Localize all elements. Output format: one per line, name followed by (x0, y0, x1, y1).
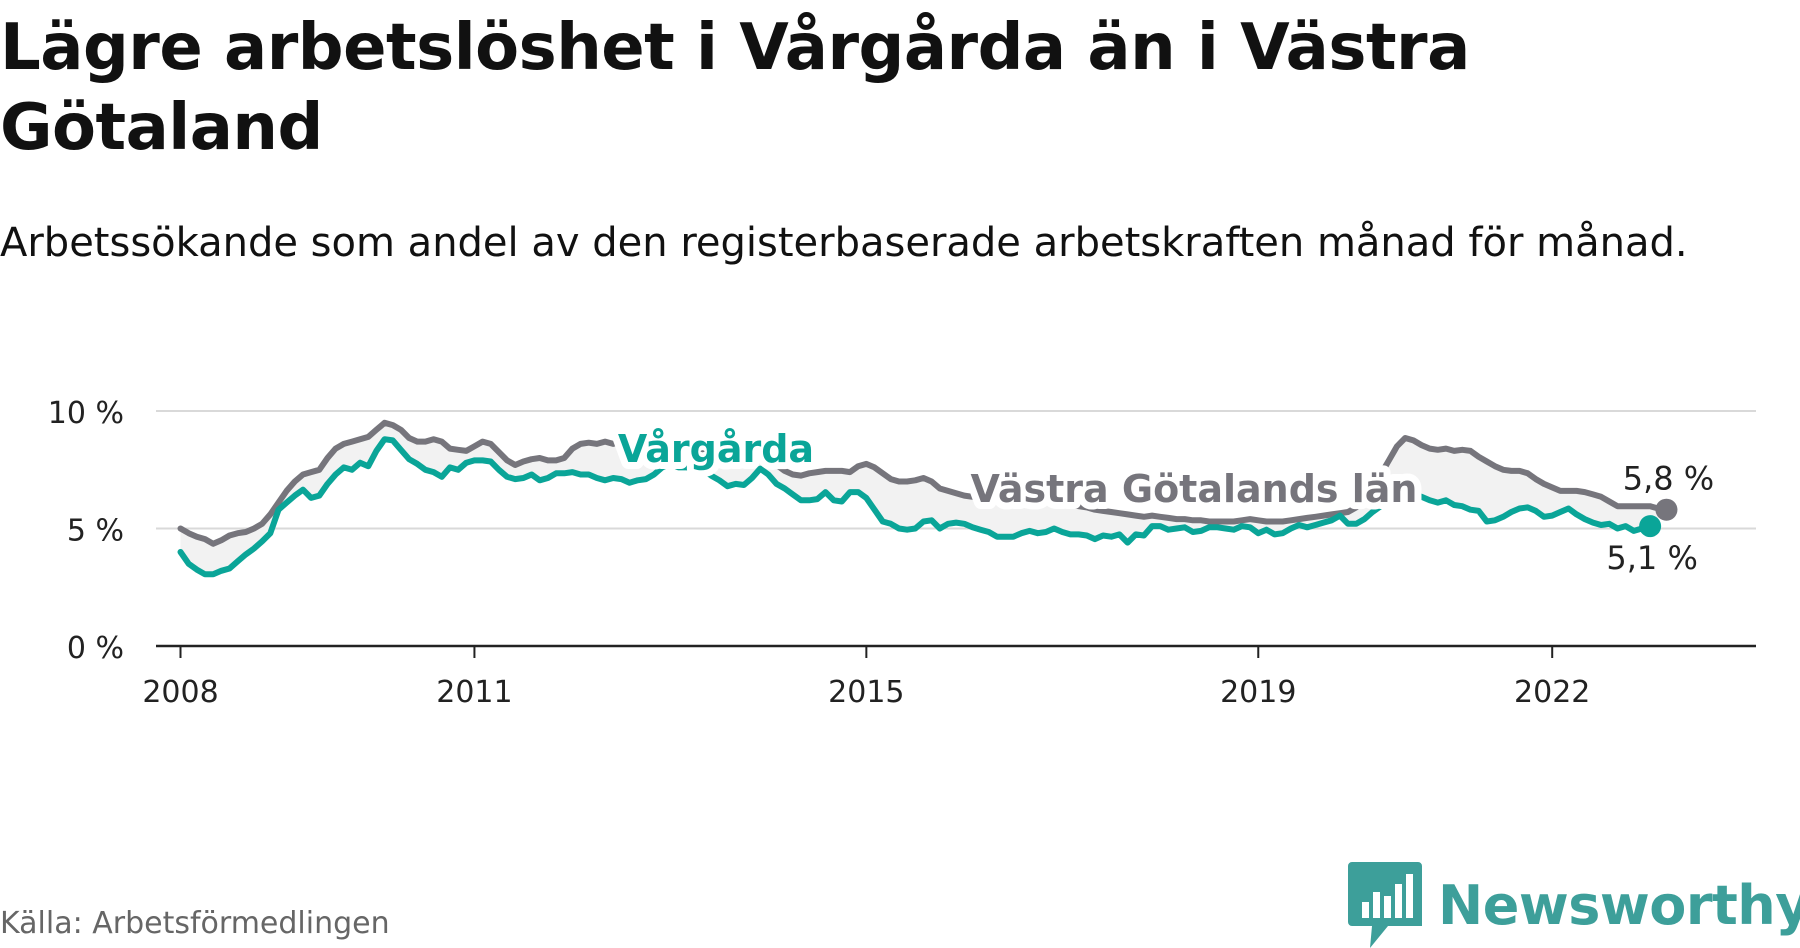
chart-subtitle: Arbetssökande som andel av den registerb… (0, 220, 1688, 266)
x-tick-label: 2022 (1514, 675, 1590, 710)
series-label-vargarda: Vårgårda (618, 427, 814, 471)
brand-name: Newsworthy (1438, 873, 1800, 937)
y-tick-label: 10 % (48, 396, 124, 431)
x-tick-label: 2015 (828, 675, 904, 710)
end-marker-vargarda (1639, 515, 1662, 538)
y-tick-label: 0 % (67, 631, 124, 666)
x-tick-label: 2019 (1220, 675, 1296, 710)
series-line-vargarda (177, 436, 1654, 578)
y-tick-label: 5 % (67, 514, 124, 549)
series-label-vastra-gotalands-lan: Västra Götalands län (971, 467, 1418, 511)
source-note: Källa: Arbetsförmedlingen (0, 906, 390, 941)
brand-logo[interactable]: Newsworthy (1348, 862, 1800, 948)
end-marker-vastra-gotalands-lan (1655, 498, 1678, 521)
end-value-label-vastra-gotalands-lan: 5,8 % (1623, 460, 1714, 498)
newsworthy-logo-icon (1348, 862, 1422, 948)
x-tick-label: 2008 (142, 675, 218, 710)
series-line-vastra-gotalands-lan (177, 419, 1670, 547)
chart-title: Lägre arbetslöshet i Vårgårda än i Västr… (0, 11, 1470, 165)
x-tick-label: 2011 (436, 675, 512, 710)
end-value-label-vargarda: 5,1 % (1606, 539, 1697, 577)
